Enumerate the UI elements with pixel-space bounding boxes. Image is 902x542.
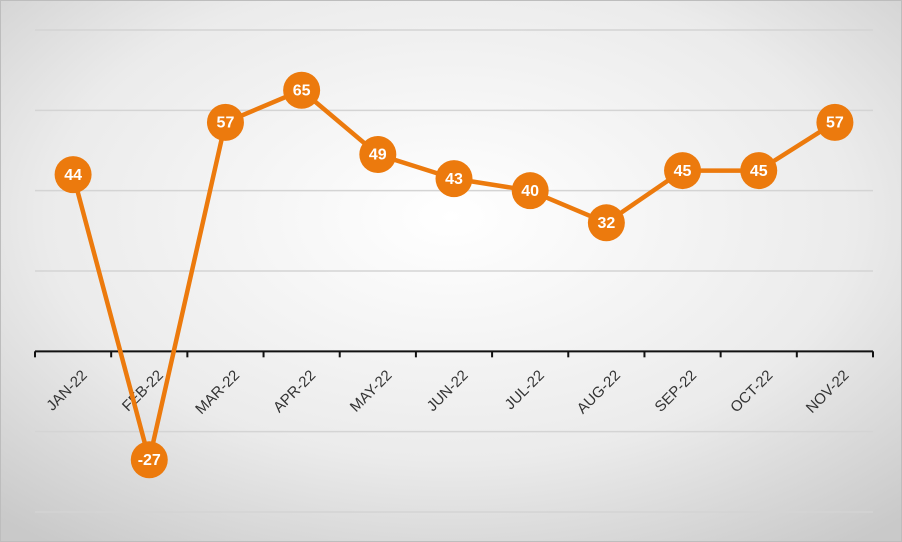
data-point — [130, 441, 168, 479]
data-label: -27 — [138, 452, 161, 469]
data-label: 40 — [521, 183, 539, 200]
data-point — [283, 71, 321, 109]
data-label: 43 — [445, 171, 463, 188]
data-point — [740, 152, 778, 190]
data-point — [511, 172, 549, 210]
data-point — [54, 156, 92, 194]
data-point — [587, 204, 625, 242]
data-label: 44 — [64, 167, 82, 184]
data-label: 49 — [369, 147, 387, 164]
plot: 44 -27 57 65 49 43 40 32 45 45 57 — [54, 71, 854, 479]
data-point — [435, 160, 473, 198]
data-point — [359, 136, 397, 174]
data-label: 57 — [826, 115, 844, 132]
data-point — [816, 103, 854, 141]
data-label: 45 — [674, 163, 692, 180]
data-label: 65 — [293, 82, 311, 99]
data-label: 57 — [217, 115, 235, 132]
data-label: 45 — [750, 163, 768, 180]
data-label: 32 — [597, 215, 615, 232]
data-point — [664, 152, 702, 190]
grid — [35, 29, 873, 513]
data-point — [206, 103, 244, 141]
